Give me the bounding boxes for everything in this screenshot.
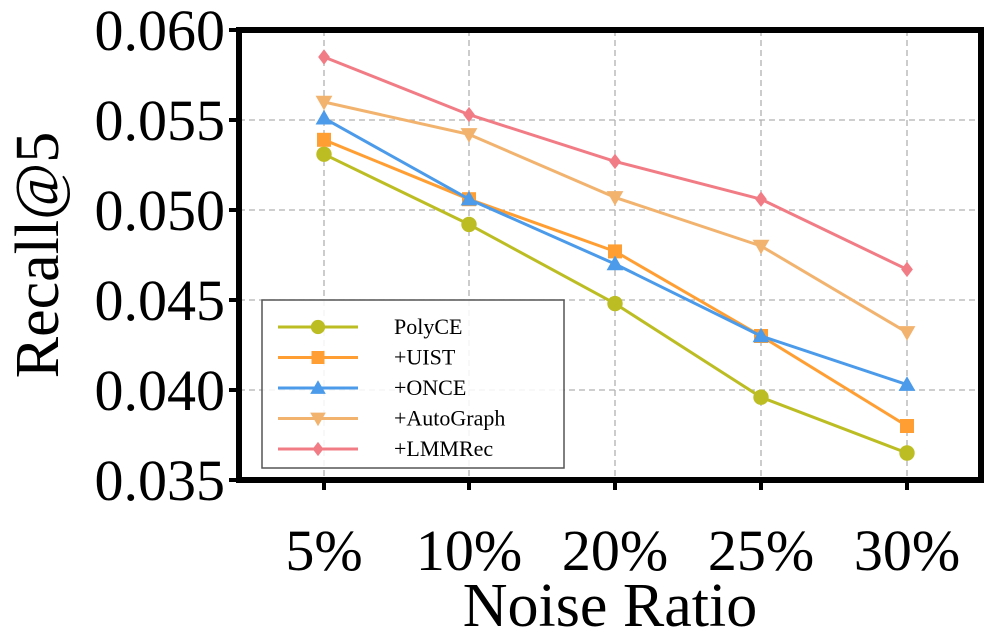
data-point-lmmrec (609, 153, 621, 170)
x-tick-label: 10% (416, 518, 522, 583)
series-lmmrec (318, 49, 913, 278)
data-point-polyce (899, 445, 915, 461)
data-point-polyce (607, 295, 623, 312)
legend-label: PolyCE (394, 314, 462, 339)
x-tick-label: 30% (854, 518, 960, 583)
data-point-once (315, 109, 333, 125)
legend-marker (310, 412, 326, 427)
data-point-lmmrec (463, 106, 475, 123)
x-axis-label: Noise Ratio (463, 572, 757, 640)
data-point-uist (608, 244, 622, 259)
x-tick-label: 20% (562, 518, 668, 583)
legend-item-uist: +UIST (278, 345, 456, 370)
legend-marker (310, 380, 326, 394)
series-autograph (315, 95, 916, 341)
y-tick-label: 0.045 (95, 268, 226, 333)
data-point-autograph (315, 95, 333, 111)
y-axis-label: Recall@5 (4, 132, 72, 378)
legend-label: +ONCE (394, 375, 466, 400)
y-tick-label: 0.055 (95, 88, 226, 153)
data-point-autograph (460, 128, 478, 143)
ticks: 5% 10% 20% 25% 30% 0.035 0.040 0.045 0.050 0.055 0… (95, 0, 961, 583)
data-point-once (898, 376, 916, 391)
legend: PolyCE +UIST +ONCE +AutoGraph +LMMRec (261, 299, 565, 469)
series-layer (315, 49, 916, 461)
data-point-lmmrec (318, 49, 330, 65)
data-point-lmmrec (755, 191, 767, 207)
legend-marker (310, 319, 326, 335)
y-tick-label: 0.050 (95, 178, 226, 243)
legend-marker (312, 441, 324, 457)
legend-label: +AutoGraph (394, 406, 505, 431)
x-tick-label: 25% (708, 518, 814, 583)
data-point-autograph (898, 326, 916, 341)
x-tick-label: 5% (285, 518, 362, 583)
data-point-autograph (606, 191, 624, 206)
data-point-polyce (461, 216, 477, 233)
data-point-once (606, 255, 624, 271)
legend-item-once: +ONCE (278, 375, 466, 400)
series-once (315, 109, 916, 391)
data-point-uist (900, 419, 914, 433)
data-point-uist (317, 132, 331, 147)
y-tick-label: 0.060 (95, 0, 226, 63)
series-polyce (316, 146, 915, 461)
data-point-polyce (316, 146, 332, 162)
legend-label: +LMMRec (394, 436, 493, 461)
data-point-polyce (753, 389, 769, 405)
y-tick-label: 0.040 (95, 358, 226, 423)
data-point-lmmrec (901, 261, 913, 278)
data-point-once (460, 190, 478, 206)
legend-marker (311, 351, 325, 364)
y-tick-label: 0.035 (95, 448, 226, 513)
legend-item-polyce: PolyCE (278, 314, 462, 339)
legend-item-autograph: +AutoGraph (278, 406, 505, 431)
data-point-autograph (752, 239, 770, 255)
data-point-once (752, 327, 770, 343)
legend-label: +UIST (394, 345, 456, 370)
plot-frame (236, 27, 984, 483)
legend-item-lmmrec: +LMMRec (278, 436, 493, 461)
